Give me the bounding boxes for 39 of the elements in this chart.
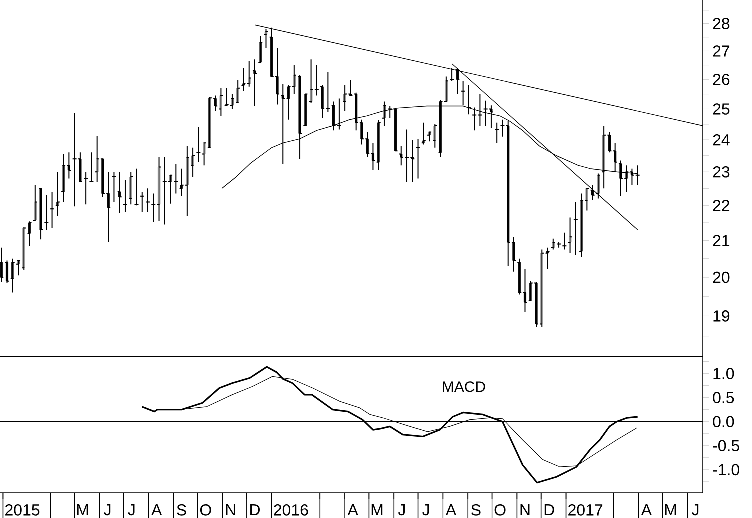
y-tick-label: 23 — [713, 166, 730, 178]
x-tick-label: S — [177, 504, 186, 516]
y-tick-label: 25 — [713, 104, 730, 115]
y-tick-label: 24 — [713, 134, 730, 146]
x-tick-label: J — [104, 504, 111, 516]
x-tick-label: D — [544, 504, 554, 516]
x-tick-label: O — [494, 504, 506, 516]
y-tick-label: 19 — [714, 310, 730, 322]
x-tick-label: N — [520, 504, 530, 516]
x-tick-label: A — [348, 504, 358, 516]
x-tick-label: S — [472, 504, 481, 516]
y-tick-label: 26 — [713, 74, 730, 86]
y-tick-label: 0.5 — [713, 392, 734, 404]
y-tick-label: 28 — [713, 18, 730, 30]
x-tick-label: A — [446, 504, 457, 516]
x-tick-label: A — [641, 504, 652, 516]
y-tick-label: 22 — [713, 200, 730, 212]
y-tick-label: 20 — [713, 272, 730, 284]
annotation: MACD — [443, 382, 486, 392]
x-tick-label: M — [665, 504, 676, 516]
x-tick-label: D — [250, 504, 260, 516]
y-tick-label: 1.0 — [714, 368, 734, 380]
y-tick-label: 21 — [713, 235, 730, 246]
x-tick-label: M — [78, 504, 88, 516]
x-tick-label: N — [226, 504, 236, 516]
x-tick-label: 2016 — [274, 504, 308, 516]
x-tick-label: M — [372, 504, 383, 516]
x-tick-label: J — [128, 504, 135, 516]
x-tick-label: J — [692, 504, 699, 516]
x-tick-label: J — [422, 504, 430, 516]
y-tick-label: -0.5 — [713, 440, 740, 452]
x-tick-label: 2015 — [6, 504, 40, 516]
y-tick-label: 0.0 — [713, 416, 734, 428]
x-tick-label: O — [200, 504, 212, 516]
x-tick-label: A — [152, 504, 162, 516]
y-tick-label: 27 — [713, 46, 730, 57]
x-tick-label: 2017 — [568, 504, 603, 516]
y-tick-label: -1.0 — [713, 464, 740, 476]
x-tick-label: J — [398, 504, 405, 516]
